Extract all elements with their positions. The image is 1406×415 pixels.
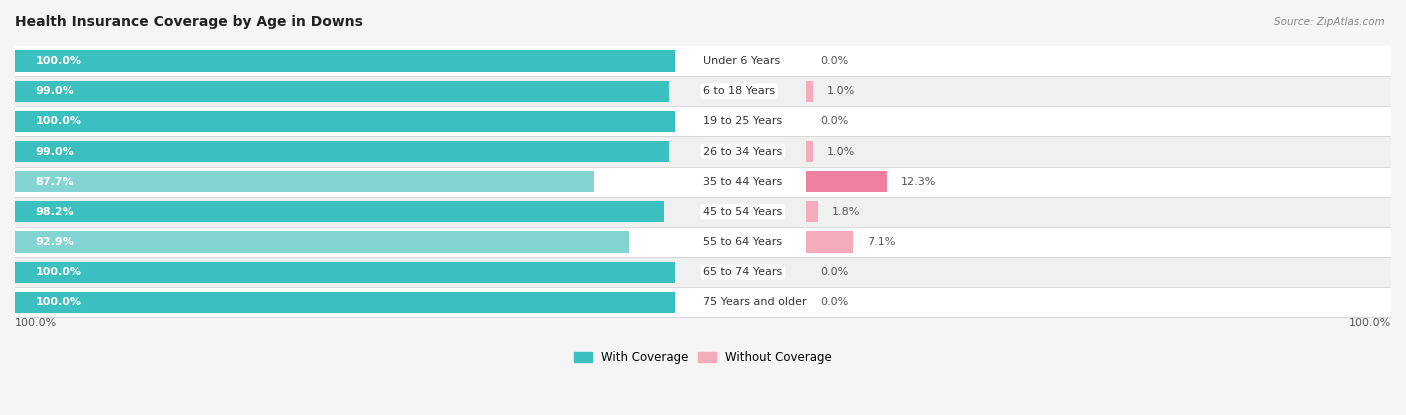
Text: 19 to 25 Years: 19 to 25 Years — [703, 116, 782, 126]
Bar — [15, 81, 669, 102]
Text: 92.9%: 92.9% — [35, 237, 75, 247]
Bar — [806, 201, 818, 222]
Text: 100.0%: 100.0% — [35, 56, 82, 66]
Bar — [15, 76, 1391, 106]
Text: 12.3%: 12.3% — [901, 177, 936, 187]
Bar — [15, 287, 1391, 317]
Bar — [806, 232, 853, 253]
Text: 100.0%: 100.0% — [15, 318, 58, 328]
Text: 45 to 54 Years: 45 to 54 Years — [703, 207, 782, 217]
Text: 1.8%: 1.8% — [832, 207, 860, 217]
Text: 7.1%: 7.1% — [868, 237, 896, 247]
Bar — [15, 257, 1391, 287]
Text: 26 to 34 Years: 26 to 34 Years — [703, 146, 782, 156]
Text: 1.0%: 1.0% — [827, 146, 855, 156]
Text: 35 to 44 Years: 35 to 44 Years — [703, 177, 782, 187]
Text: 98.2%: 98.2% — [35, 207, 75, 217]
Text: 55 to 64 Years: 55 to 64 Years — [703, 237, 782, 247]
Text: 100.0%: 100.0% — [35, 267, 82, 277]
Bar — [806, 81, 813, 102]
Bar — [15, 292, 675, 313]
Text: 0.0%: 0.0% — [820, 298, 848, 308]
Text: 99.0%: 99.0% — [35, 86, 75, 96]
Text: Health Insurance Coverage by Age in Downs: Health Insurance Coverage by Age in Down… — [15, 15, 363, 29]
Text: 87.7%: 87.7% — [35, 177, 75, 187]
Bar — [15, 227, 1391, 257]
Text: 65 to 74 Years: 65 to 74 Years — [703, 267, 782, 277]
Text: 6 to 18 Years: 6 to 18 Years — [703, 86, 775, 96]
Legend: With Coverage, Without Coverage: With Coverage, Without Coverage — [569, 346, 837, 369]
Text: 1.0%: 1.0% — [827, 86, 855, 96]
Text: 0.0%: 0.0% — [820, 116, 848, 126]
Bar — [15, 201, 664, 222]
Text: 100.0%: 100.0% — [35, 298, 82, 308]
Bar — [15, 261, 675, 283]
Bar — [806, 171, 887, 192]
Bar — [15, 197, 1391, 227]
Text: 0.0%: 0.0% — [820, 267, 848, 277]
Bar — [15, 166, 1391, 197]
Text: Under 6 Years: Under 6 Years — [703, 56, 780, 66]
Bar — [15, 111, 675, 132]
Text: 0.0%: 0.0% — [820, 56, 848, 66]
Bar — [15, 106, 1391, 137]
Bar — [15, 171, 595, 192]
Text: 75 Years and older: 75 Years and older — [703, 298, 807, 308]
Bar — [806, 141, 813, 162]
Text: Source: ZipAtlas.com: Source: ZipAtlas.com — [1274, 17, 1385, 27]
Bar — [15, 51, 675, 71]
Bar — [15, 137, 1391, 166]
Bar — [15, 141, 669, 162]
Text: 100.0%: 100.0% — [1348, 318, 1391, 328]
Text: 100.0%: 100.0% — [35, 116, 82, 126]
Bar — [15, 232, 628, 253]
Bar — [15, 46, 1391, 76]
Text: 99.0%: 99.0% — [35, 146, 75, 156]
